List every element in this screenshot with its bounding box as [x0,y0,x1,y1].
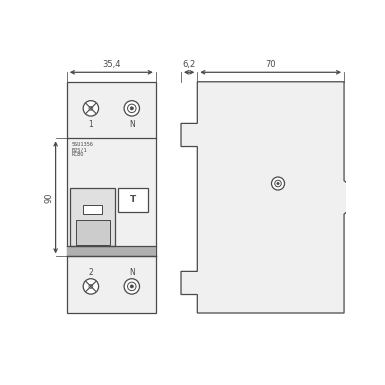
Circle shape [130,285,133,288]
Bar [76,220,110,244]
Bar [351,192,355,203]
Circle shape [124,279,139,294]
Bar [70,188,115,246]
Circle shape [277,182,279,185]
Bar [67,82,156,313]
Text: N: N [129,120,135,129]
Circle shape [124,100,139,116]
Text: 2: 2 [89,268,93,277]
Text: T: T [130,195,136,204]
Text: 90: 90 [44,192,53,203]
Bar [67,246,156,256]
Bar [118,188,148,211]
Text: N: N [129,268,135,277]
Text: 35,4: 35,4 [102,60,121,69]
Circle shape [271,177,285,190]
Text: 6,2: 6,2 [182,60,196,69]
Text: 1: 1 [89,120,93,129]
Circle shape [83,100,99,116]
Circle shape [130,107,133,110]
Bar [83,205,102,214]
Polygon shape [181,82,351,313]
Text: 70: 70 [265,60,276,69]
Text: 5SU1356: 5SU1356 [71,142,93,147]
Circle shape [83,279,99,294]
Text: RCBO: RCBO [71,152,84,157]
Text: B25/1: B25/1 [71,147,87,152]
